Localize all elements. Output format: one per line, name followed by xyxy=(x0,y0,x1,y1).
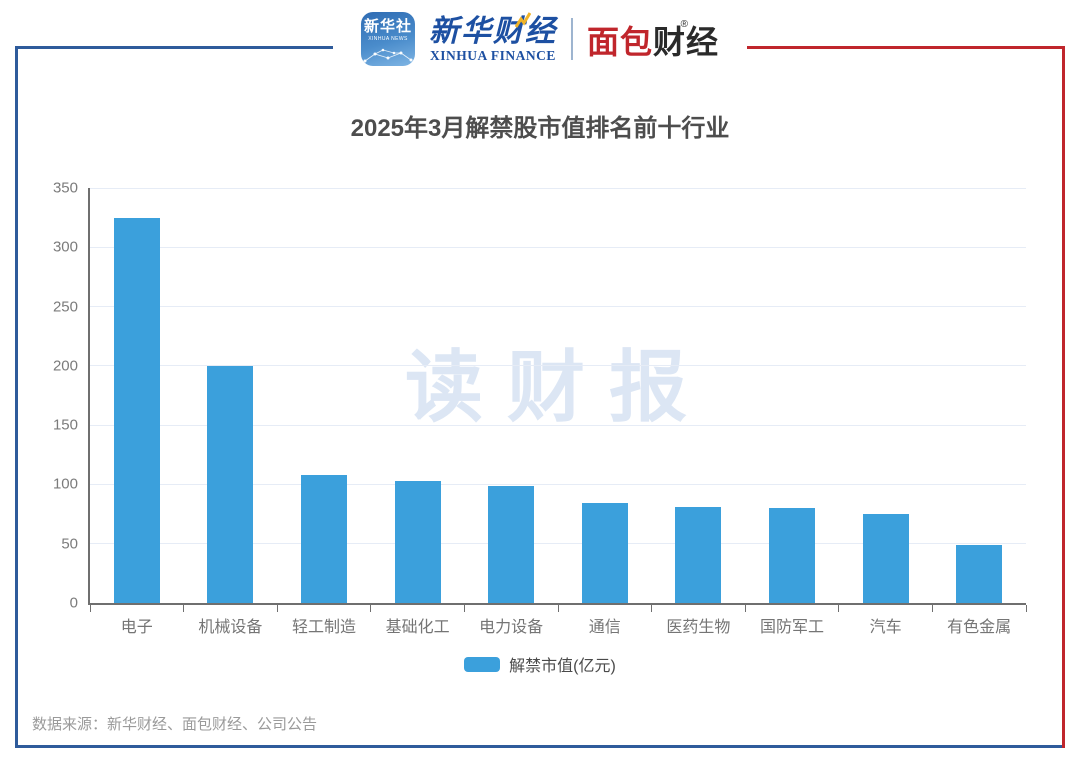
frame-border-top-right xyxy=(747,46,1065,49)
network-constellation-icon xyxy=(363,48,413,63)
gridline xyxy=(90,483,1026,485)
y-axis-tick-label: 150 xyxy=(52,416,78,434)
chart-bar xyxy=(581,503,628,603)
x-axis-tick xyxy=(276,605,278,612)
gridline xyxy=(90,306,1026,308)
gridline xyxy=(90,187,1026,189)
xinhua-news-app-logo: 新华社 XINHUA NEWS xyxy=(360,12,415,66)
y-axis-tick-label: 0 xyxy=(69,594,78,612)
x-axis-label: 国防军工 xyxy=(759,619,824,636)
x-axis-tick xyxy=(370,605,372,612)
x-axis-tick xyxy=(463,605,465,612)
brand-header: 新华社 XINHUA NEWS 新华财经 XINHUA FINANCE xyxy=(346,6,734,72)
x-axis-tick xyxy=(1025,605,1027,612)
watermark: 读财报 xyxy=(404,343,711,431)
chart-bar xyxy=(769,508,815,603)
x-axis-label: 机械设备 xyxy=(198,619,263,636)
mianbao-logo-dark-text: 财经 xyxy=(653,24,720,60)
x-axis-label: 电子 xyxy=(120,619,153,636)
legend-label: 解禁市值(亿元) xyxy=(509,658,616,675)
x-axis-label: 基础化工 xyxy=(385,619,450,636)
frame-border-bottom xyxy=(15,745,1065,748)
gridline xyxy=(90,246,1026,248)
chart-bar xyxy=(301,474,347,603)
x-axis-tick xyxy=(557,605,559,612)
chart-bar xyxy=(394,480,441,603)
x-axis-label: 汽车 xyxy=(869,619,902,636)
xinhua-finance-logo: 新华财经 XINHUA FINANCE xyxy=(428,11,557,64)
x-axis-tick xyxy=(744,605,746,612)
x-axis-tick xyxy=(838,605,840,612)
legend-swatch xyxy=(464,656,501,672)
y-axis-tick-label: 250 xyxy=(52,298,78,316)
header-divider xyxy=(570,18,573,60)
xinhua-news-logo-text: 新华社 xyxy=(363,18,412,35)
chart-bar xyxy=(113,217,160,603)
gridline xyxy=(90,365,1026,367)
y-axis-tick-label: 100 xyxy=(52,475,78,493)
mianbao-finance-logo: 面包财经 ® xyxy=(586,19,720,60)
gridline xyxy=(90,543,1026,545)
mianbao-logo-red-text: 面包 xyxy=(586,24,653,60)
y-axis-tick-label: 350 xyxy=(52,179,78,197)
chart-bar xyxy=(675,506,722,603)
y-axis-tick-label: 200 xyxy=(52,357,78,375)
x-axis-tick xyxy=(89,605,91,612)
chart-bar xyxy=(207,365,254,603)
frame-border-top-left xyxy=(15,46,333,49)
x-axis-label: 通信 xyxy=(588,619,621,636)
x-axis-label: 电力设备 xyxy=(479,619,544,636)
x-axis-label: 有色金属 xyxy=(947,619,1012,636)
xinhua-finance-en-text: XINHUA FINANCE xyxy=(430,47,556,63)
x-axis-label: 轻工制造 xyxy=(291,619,356,636)
lightning-accent-icon xyxy=(514,11,531,28)
frame-border-left xyxy=(15,46,18,748)
x-axis-tick xyxy=(183,605,185,612)
chart-bar xyxy=(488,485,535,603)
chart-bar xyxy=(956,544,1003,603)
x-axis-label: 医药生物 xyxy=(666,619,731,636)
data-source-note: 数据来源：新华财经、面包财经、公司公告 xyxy=(32,716,318,733)
chart-legend[interactable]: 解禁市值(亿元) xyxy=(0,652,1080,676)
y-axis-tick-label: 50 xyxy=(61,535,78,553)
x-axis-tick xyxy=(651,605,653,612)
xinhua-news-logo-subtext: XINHUA NEWS xyxy=(368,35,408,42)
frame-border-right xyxy=(1062,46,1065,748)
x-axis-tick xyxy=(931,605,933,612)
gridline xyxy=(90,424,1026,426)
y-axis-tick-label: 300 xyxy=(52,238,78,256)
xinhua-finance-cn-text: 新华财经 xyxy=(428,14,557,48)
chart-bar xyxy=(862,514,909,603)
bar-chart-plot: 读财报 0 50 100 150 200 250 300 350 电子 机械设备 轻工制造 基础化工 电… xyxy=(53,181,1027,636)
registered-trademark-icon: ® xyxy=(680,19,690,30)
chart-title: 2025年3月解禁股市值排名前十行业 xyxy=(350,115,730,142)
